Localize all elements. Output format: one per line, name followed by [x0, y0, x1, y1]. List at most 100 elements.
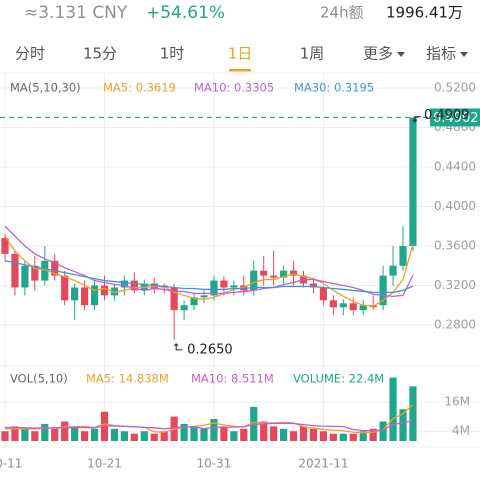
volume-bar	[339, 433, 347, 441]
plot: 10-1110-2110-312021-110.52000.48000.4400…	[0, 74, 480, 471]
y-tick-label: 0.2800	[434, 318, 476, 332]
volume-bar	[180, 423, 188, 441]
y-tick-label: 0.3200	[434, 278, 476, 292]
y-tick-label: 0.5200	[434, 81, 476, 95]
tab[interactable]: 分时	[15, 45, 45, 63]
ma-line	[5, 404, 414, 434]
volume-bar	[51, 428, 59, 441]
candle-body	[200, 295, 208, 298]
tab[interactable]: 1时	[160, 45, 185, 63]
legend-title: VOL(5,10)	[10, 372, 68, 386]
volume-bar	[309, 428, 318, 441]
tab[interactable]: 1周	[300, 45, 325, 63]
candle-body	[1, 238, 9, 254]
low-label: 0.2650	[187, 342, 233, 357]
candle-body	[220, 280, 228, 288]
volume-bar	[399, 409, 407, 441]
candle-body	[260, 270, 268, 276]
candle-body	[389, 265, 397, 276]
candle-body	[359, 305, 367, 311]
candle-body	[250, 270, 258, 291]
volume-bar	[130, 433, 138, 441]
volume-bar	[61, 421, 69, 441]
candle-body	[41, 260, 49, 281]
ma-line	[5, 419, 414, 432]
volume-bar	[21, 428, 29, 441]
volume-bar	[329, 433, 337, 441]
volume-bar	[110, 428, 119, 441]
volume-bar	[120, 431, 128, 441]
candle-body	[81, 287, 89, 306]
volume-bar	[140, 431, 148, 441]
header: ≈3.131 CNY +54.61% 24h额 1996.41万	[24, 3, 463, 23]
dropdown-caret	[460, 52, 468, 57]
x-tick-label: 10-31	[197, 457, 232, 471]
candle-body	[399, 246, 407, 266]
x-tick-label: 10-11	[0, 457, 22, 471]
volume-bar	[240, 428, 248, 441]
legend-entry: VOLUME: 22.4M	[293, 372, 384, 386]
candle-body	[130, 280, 138, 291]
volume-bar	[359, 431, 367, 441]
candle-body	[379, 275, 387, 306]
volume-bar	[260, 421, 268, 441]
candle-body	[110, 287, 119, 296]
candle-body	[270, 275, 278, 278]
ma-line	[4, 260, 414, 294]
x-tick-label: 10-21	[87, 457, 122, 471]
volume-value: 1996.41万	[386, 4, 463, 22]
candle-body	[339, 303, 347, 308]
volume-bar	[190, 426, 198, 441]
legend-entry: MA5: 0.3619	[103, 81, 176, 95]
volume-bar	[349, 433, 357, 441]
volume-bar	[379, 421, 387, 441]
volume-bar	[369, 428, 377, 441]
volume-bar	[409, 386, 417, 441]
tab-underline	[229, 69, 251, 72]
candle-body	[210, 280, 218, 296]
candle-body	[11, 253, 19, 288]
tab-bar: 分时 15分 1时 1日 1周 更多 指标	[15, 45, 468, 72]
candle-body	[90, 285, 99, 306]
candle-body	[31, 265, 39, 281]
volume-bar	[210, 419, 218, 441]
candle-body	[180, 305, 188, 311]
y-tick-label: 0.4400	[434, 160, 476, 174]
volume-bar	[90, 428, 99, 441]
tab[interactable]: 15分	[83, 45, 117, 63]
dropdown-caret	[397, 52, 405, 57]
volume-bar	[389, 377, 397, 441]
low-arrow	[173, 343, 183, 351]
price-change: +54.61%	[146, 3, 225, 23]
tab[interactable]: 1日	[228, 45, 253, 63]
price-cny: ≈3.131 CNY	[24, 3, 128, 23]
volume-bar	[270, 426, 278, 441]
ma-line	[4, 235, 414, 307]
y-tick-label: 16M	[444, 394, 470, 408]
volume-bar	[289, 431, 298, 441]
candle-body	[409, 117, 417, 247]
volume-bar	[41, 423, 49, 441]
candle-body	[21, 265, 29, 288]
legend-entry: MA10: 0.3305	[194, 81, 274, 95]
ma-line	[4, 225, 414, 298]
volume-bar	[81, 431, 89, 441]
volume-bar	[1, 431, 9, 441]
volume-bar	[230, 431, 238, 441]
candle-body	[100, 285, 109, 296]
volume-bar	[319, 431, 327, 441]
x-tick-label: 2021-11	[298, 457, 348, 471]
legend-entry: MA30: 0.3195	[294, 81, 374, 95]
candle-body	[329, 300, 337, 308]
volume-bar	[11, 426, 19, 441]
y-tick-label: 0.3600	[434, 239, 476, 253]
candle-body	[319, 287, 327, 301]
candle-body	[120, 280, 128, 288]
volume-bar	[31, 431, 39, 441]
tab[interactable]: 更多	[363, 45, 393, 63]
volume-bar	[160, 431, 168, 441]
candle-body	[309, 283, 318, 288]
tab[interactable]: 指标	[426, 45, 456, 63]
candle-body	[230, 285, 238, 288]
candle-body	[190, 297, 198, 306]
